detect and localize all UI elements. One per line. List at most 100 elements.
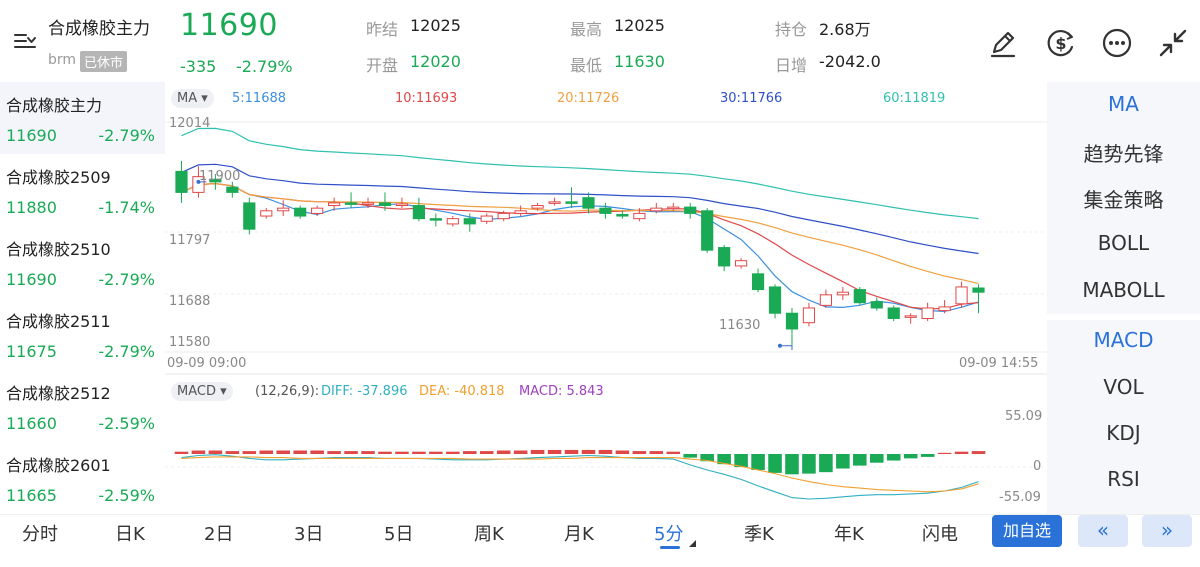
indicator-rsi[interactable]: RSI [1107, 467, 1140, 491]
contract-item[interactable]: 合成橡胶2510 11690 -2.79% [0, 226, 165, 298]
macd-bar [598, 449, 613, 454]
candle-body [751, 273, 765, 291]
tab-5day[interactable]: 5日 [384, 524, 414, 545]
next-button[interactable]: » [1142, 515, 1192, 547]
macd-dropdown[interactable]: MACD ▾ [171, 382, 233, 401]
contract-item[interactable]: 合成橡胶主力 11690 -2.79% [0, 82, 165, 154]
candles [175, 160, 985, 350]
macd-bar [378, 451, 392, 454]
tab-5min[interactable]: 5分 [654, 524, 684, 545]
indicator-boll[interactable]: BOLL [1097, 231, 1150, 255]
contract-item[interactable]: 合成橡胶2511 11675 -2.79% [0, 298, 165, 370]
contract-pct: -1.74% [98, 198, 155, 217]
macd-bar [412, 451, 426, 454]
candle-body [633, 212, 646, 220]
macd-bar [920, 454, 935, 457]
macd-bar [615, 450, 630, 454]
contract-item[interactable]: 合成橡胶2601 11665 -2.59% [0, 442, 165, 514]
indicator-strategy[interactable]: 集金策略 [1083, 188, 1164, 212]
indicator-vol[interactable]: VOL [1103, 375, 1144, 399]
contract-item[interactable]: 合成橡胶2512 11660 -2.59% [0, 370, 165, 442]
menu-icon[interactable] [12, 28, 38, 54]
candle-body [904, 315, 917, 318]
low-marker-label: 11630 [719, 318, 761, 333]
low-label: 最低 [570, 56, 603, 75]
time-end-label: 09-09 14:55 [959, 356, 1039, 371]
indicator-kdj[interactable]: KDJ [1106, 421, 1141, 445]
more-icon[interactable] [1100, 26, 1134, 60]
macd-bar [174, 451, 189, 454]
candle-body [311, 207, 324, 214]
macd-hist-value: MACD: 5.843 [519, 384, 604, 399]
ma10-value: 10:11693 [395, 91, 458, 106]
ma-dropdown[interactable]: MA ▾ [171, 89, 214, 108]
prev-button[interactable]: « [1078, 515, 1128, 547]
macd-bar [683, 454, 698, 458]
candle-body [684, 206, 697, 214]
macd-bar [903, 454, 918, 459]
candle-body [735, 260, 748, 267]
macd-bar [462, 451, 477, 454]
chart-area[interactable]: MA ▾ 5:11688 10:11693 20:11726 30:11766 … [165, 82, 1047, 514]
contract-name: 合成橡胶2601 [6, 456, 111, 475]
candlestick-chart[interactable] [165, 82, 1047, 514]
tab-daily[interactable]: 日K [115, 524, 145, 545]
tab-monthly[interactable]: 月K [564, 524, 594, 545]
candle-body [565, 201, 578, 204]
contract-price: 11660 [6, 414, 57, 433]
candle-body [650, 207, 663, 212]
macd-bar [479, 451, 494, 454]
y-axis-label: 11580 [169, 335, 211, 350]
macd-bar [242, 451, 257, 454]
macd-bar [276, 450, 291, 454]
draw-icon[interactable] [986, 26, 1020, 60]
ma-lines [181, 127, 979, 313]
candle-body [463, 218, 476, 225]
candle-body [192, 176, 205, 193]
indicator-maboll[interactable]: MABOLL [1082, 278, 1165, 302]
candle-body [243, 202, 256, 230]
tab-2day[interactable]: 2日 [204, 524, 234, 545]
tab-yearly[interactable]: 年K [834, 524, 864, 545]
add-watchlist-button[interactable]: 加自选 [992, 515, 1062, 547]
macd-bar [310, 450, 324, 454]
contract-item[interactable]: 合成橡胶2509 11880 -1.74% [0, 154, 165, 226]
macd-bar [581, 449, 596, 454]
macd-bar [496, 450, 511, 454]
candle-body [497, 212, 510, 220]
tab-flash[interactable]: 闪电 [922, 524, 958, 545]
collapse-icon[interactable] [1156, 26, 1190, 60]
candle-body [938, 306, 951, 312]
indicator-trend[interactable]: 趋势先锋 [1083, 142, 1164, 166]
candle-body [802, 307, 816, 324]
macd-bar [954, 451, 969, 454]
daily-change-value: -2042.0 [819, 52, 881, 71]
indicator-ma[interactable]: MA [1108, 92, 1139, 116]
macd-bar [327, 451, 341, 454]
candle-body [480, 215, 493, 222]
candle-body [768, 286, 782, 314]
main-indicator-group: MA 趋势先锋 集金策略 BOLL MABOLL [1047, 82, 1200, 314]
tab-timeshare[interactable]: 分时 [22, 524, 58, 545]
y-axis-label: 11688 [169, 294, 211, 309]
macd-bar [225, 451, 240, 454]
period-tabs: 分时 日K 2日 3日 5日 周K 月K 5分 季K 年K 闪电 加自选 « » [0, 514, 1200, 567]
candle-body [344, 202, 358, 205]
tab-dropdown-caret[interactable] [689, 540, 696, 547]
candle-body [209, 178, 222, 183]
tab-quarterly[interactable]: 季K [744, 524, 774, 545]
macd-bar [530, 449, 545, 454]
macd-bar [802, 454, 816, 474]
macd-bar [429, 451, 443, 454]
candle-body [616, 213, 629, 217]
macd-bar [446, 451, 460, 454]
candle-body [446, 218, 459, 225]
tab-weekly[interactable]: 周K [474, 524, 504, 545]
open-interest-value: 2.68万 [819, 20, 871, 39]
candle-body [412, 205, 425, 220]
macd-bar [717, 454, 731, 465]
currency-icon[interactable]: $ [1044, 26, 1078, 60]
macd-dea-value: DEA: -40.818 [419, 384, 505, 399]
indicator-macd[interactable]: MACD [1093, 328, 1154, 352]
tab-3day[interactable]: 3日 [294, 524, 324, 545]
